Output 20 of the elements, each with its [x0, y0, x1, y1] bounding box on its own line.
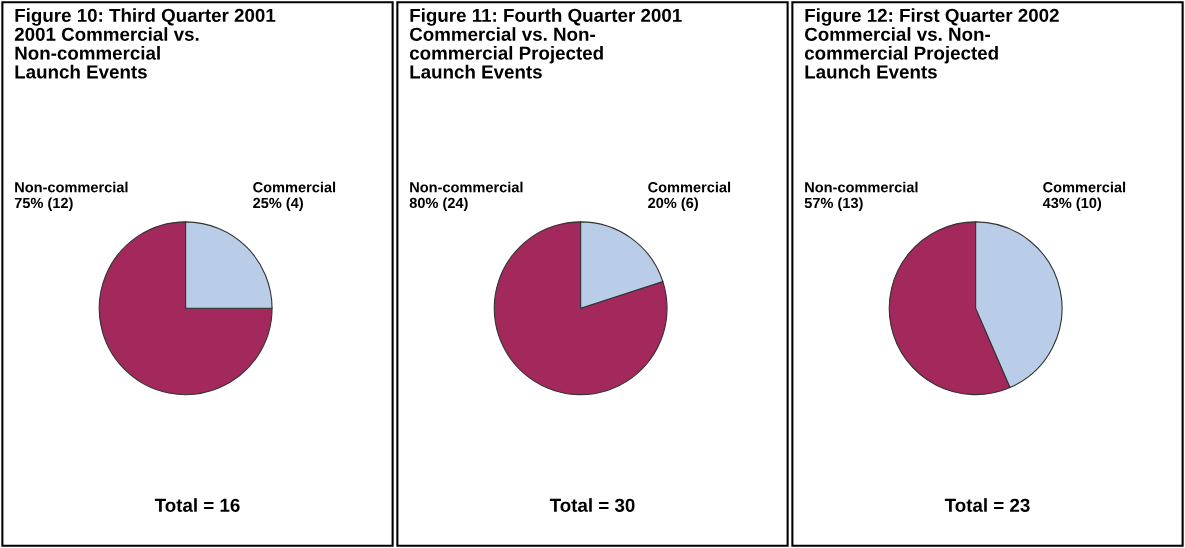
text: Total = 23	[944, 498, 1030, 512]
text: Total = 30	[549, 498, 635, 512]
pie-slice	[493, 221, 668, 396]
chart-title: Figure 12: First Quarter 2002 Commercial vs. Non- commercial Projected Launch Events	[804, 8, 1059, 79]
slice-label: Commercial	[1043, 181, 1126, 193]
slice-label: Commercial	[648, 181, 731, 193]
slice-label: Non-commercial	[15, 181, 128, 193]
slice-label: Non-commercial	[410, 181, 523, 193]
data-label: 20% (6)	[648, 197, 698, 211]
chart-title: Figure 11: Fourth Quarter 2001 Commercial vs. Non- commercial Projected Launch Events	[409, 8, 682, 79]
data-label: 75% (12)	[14, 197, 73, 211]
pie-slice	[98, 221, 273, 396]
text: Total = 16	[154, 498, 240, 512]
data-label: 80% (24)	[409, 197, 468, 211]
chart-title: Figure 10: Third Quarter 2001 2001 Commercial vs. Non-commercial Launch Events	[14, 8, 276, 79]
slice-label: Commercial	[253, 181, 336, 193]
data-label: 57% (13)	[804, 197, 863, 211]
slice-label: Non-commercial	[805, 181, 918, 193]
data-label: 25% (4)	[253, 197, 303, 211]
data-label: 43% (10)	[1042, 197, 1102, 211]
